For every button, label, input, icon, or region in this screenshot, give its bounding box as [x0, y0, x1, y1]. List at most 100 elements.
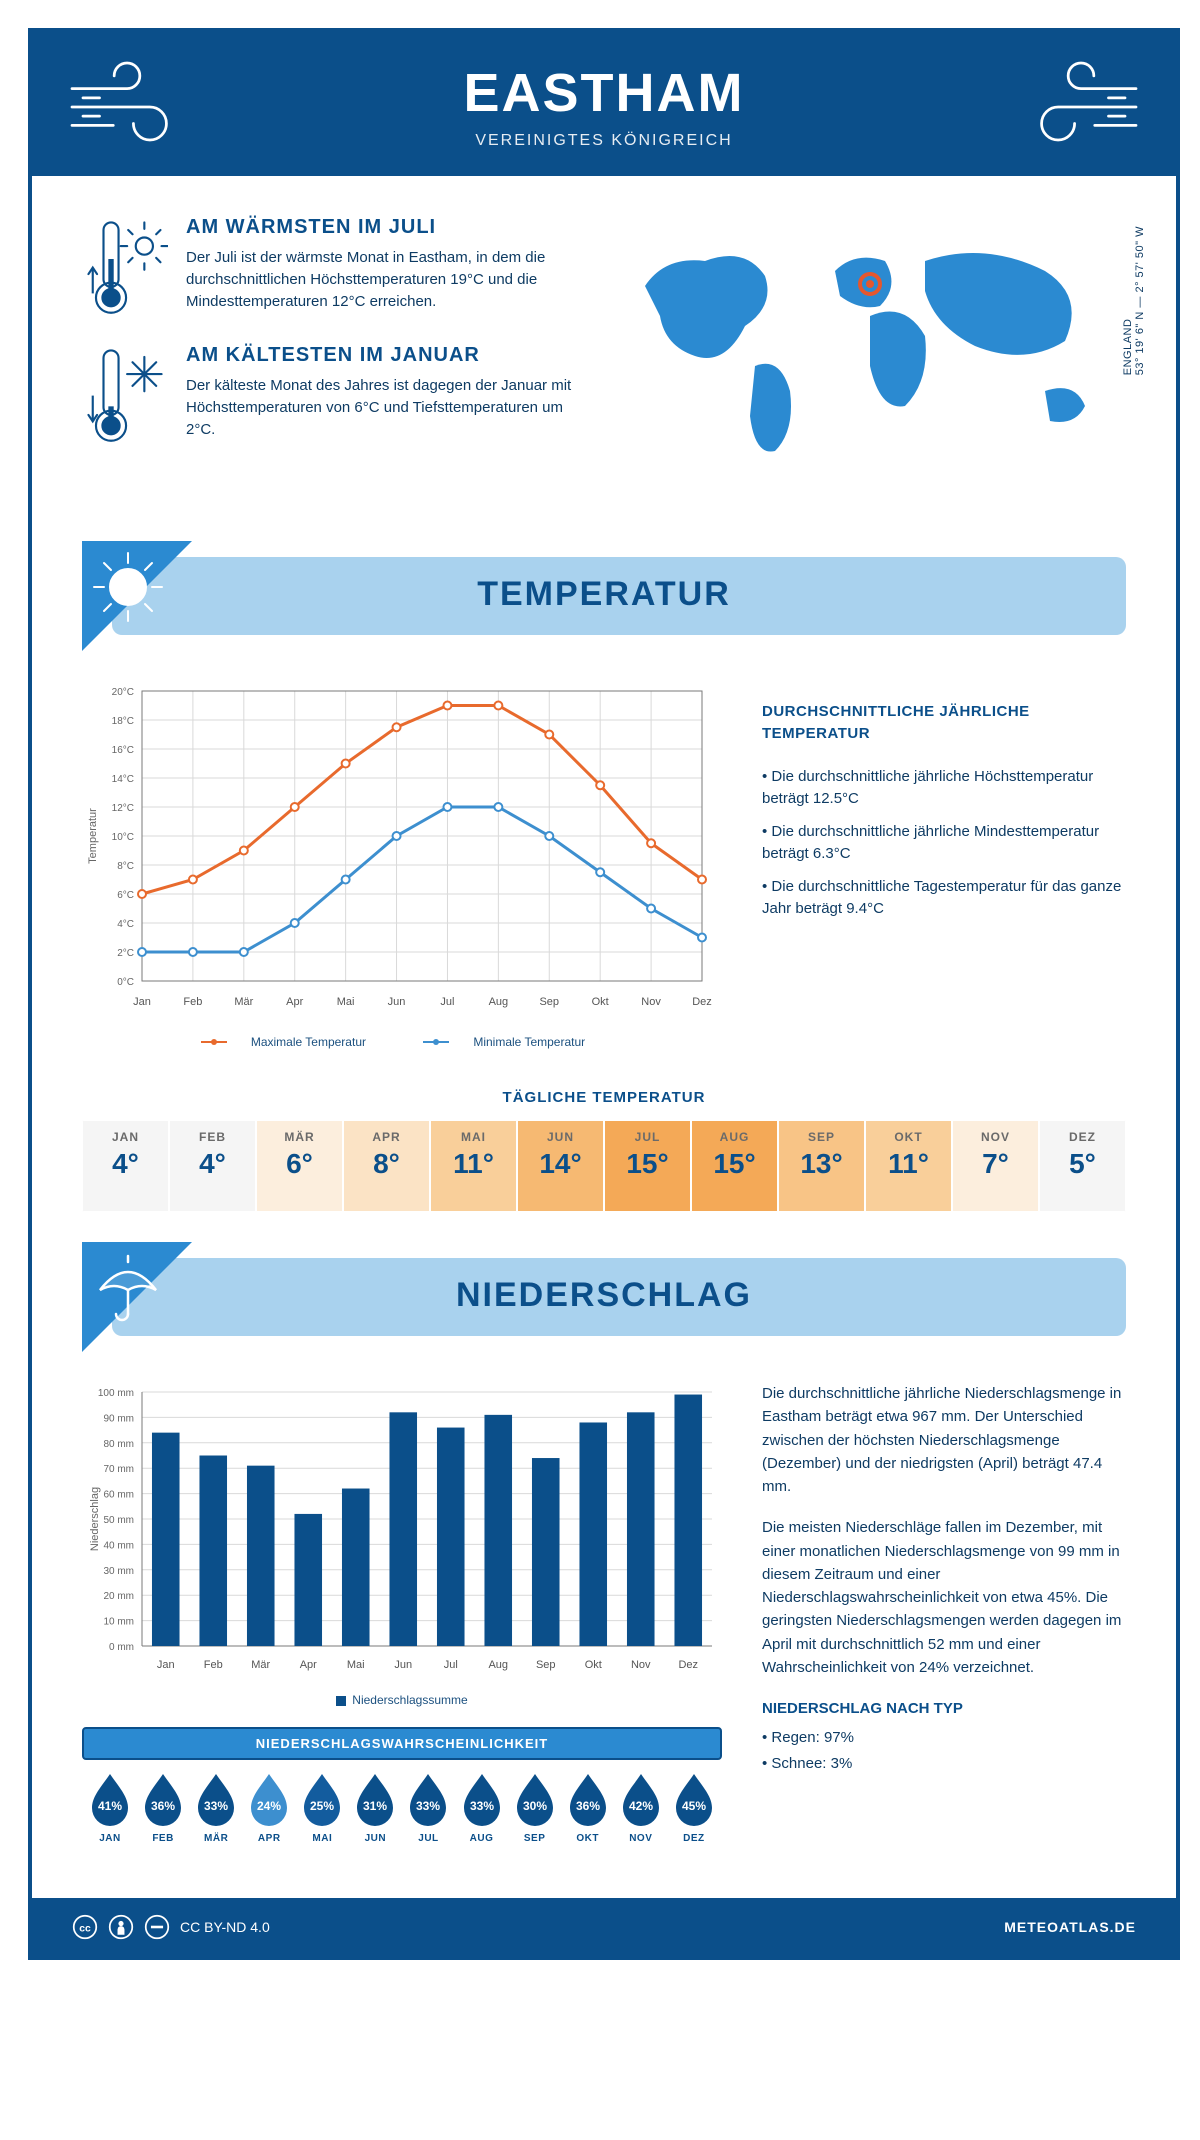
svg-text:41%: 41% — [98, 1799, 122, 1813]
svg-text:10°C: 10°C — [112, 832, 134, 843]
svg-text:16°C: 16°C — [112, 745, 134, 756]
intro-section: AM WÄRMSTEN IM JULI Der Juli ist der wär… — [32, 176, 1176, 511]
svg-text:33%: 33% — [416, 1799, 440, 1813]
svg-text:Feb: Feb — [204, 1659, 223, 1671]
svg-text:Apr: Apr — [300, 1659, 317, 1671]
temperature-info: DURCHSCHNITTLICHE JÄHRLICHE TEMPERATUR •… — [762, 681, 1126, 1049]
probability-drop: 30% SEP — [511, 1772, 559, 1844]
daily-cell: SEP13° — [778, 1120, 865, 1212]
svg-text:0 mm: 0 mm — [109, 1642, 134, 1653]
svg-text:80 mm: 80 mm — [103, 1439, 134, 1450]
svg-text:20 mm: 20 mm — [103, 1591, 134, 1602]
brand-label: METEOATLAS.DE — [1004, 1919, 1136, 1935]
footer: cc CC BY-ND 4.0 METEOATLAS.DE — [32, 1898, 1176, 1956]
svg-text:Dez: Dez — [692, 996, 712, 1008]
svg-text:33%: 33% — [204, 1799, 228, 1813]
probability-drop: 42% NOV — [617, 1772, 665, 1844]
warmest-title: AM WÄRMSTEN IM JULI — [186, 216, 584, 239]
daily-cell: APR8° — [343, 1120, 430, 1212]
daily-cell: NOV7° — [952, 1120, 1039, 1212]
probability-drop: 33% AUG — [458, 1772, 506, 1844]
svg-text:Aug: Aug — [489, 996, 509, 1008]
precipitation-info: Die durchschnittliche jährliche Niedersc… — [762, 1382, 1126, 1856]
world-map — [624, 216, 1126, 476]
daily-cell: MÄR6° — [256, 1120, 343, 1212]
infographic-frame: EASTHAM VEREINIGTES KÖNIGREICH — [28, 28, 1180, 1960]
daily-temp-title: TÄGLICHE TEMPERATUR — [32, 1089, 1176, 1106]
svg-text:cc: cc — [79, 1923, 91, 1934]
probability-drop: 33% JUL — [404, 1772, 452, 1844]
svg-text:Sep: Sep — [539, 996, 559, 1008]
svg-text:Jan: Jan — [133, 996, 151, 1008]
svg-text:8°C: 8°C — [117, 861, 134, 872]
probability-drops: 41% JAN 36% FEB 33% MÄR 24% APR — [82, 1760, 722, 1856]
temperature-legend: Maximale Temperatur Minimale Temperatur — [82, 1032, 722, 1049]
svg-text:33%: 33% — [470, 1799, 494, 1813]
precipitation-banner: NIEDERSCHLAG — [82, 1242, 1126, 1352]
coldest-text: Der kälteste Monat des Jahres ist dagege… — [186, 375, 584, 440]
svg-text:31%: 31% — [363, 1799, 387, 1813]
svg-text:60 mm: 60 mm — [103, 1490, 134, 1501]
probability-title: NIEDERSCHLAGSWAHRSCHEINLICHKEIT — [82, 1727, 722, 1760]
svg-text:Temperatur: Temperatur — [87, 808, 99, 864]
svg-text:14°C: 14°C — [112, 774, 134, 785]
daily-cell: JAN4° — [82, 1120, 169, 1212]
probability-drop: 33% MÄR — [192, 1772, 240, 1844]
svg-text:Jul: Jul — [444, 1659, 458, 1671]
daily-cell: JUN14° — [517, 1120, 604, 1212]
probability-drop: 36% FEB — [139, 1772, 187, 1844]
svg-text:20°C: 20°C — [112, 687, 134, 698]
daily-cell: MAI11° — [430, 1120, 517, 1212]
probability-drop: 36% OKT — [564, 1772, 612, 1844]
svg-text:90 mm: 90 mm — [103, 1413, 134, 1424]
thermometer-cold-icon — [82, 344, 168, 444]
svg-text:10 mm: 10 mm — [103, 1617, 134, 1628]
svg-text:Nov: Nov — [641, 996, 661, 1008]
svg-text:Jun: Jun — [388, 996, 406, 1008]
svg-text:42%: 42% — [629, 1799, 653, 1813]
precipitation-chart: 0 mm10 mm20 mm30 mm40 mm50 mm60 mm70 mm8… — [82, 1382, 722, 1856]
svg-text:Okt: Okt — [592, 996, 609, 1008]
svg-text:Jan: Jan — [157, 1659, 175, 1671]
temperature-chart: 0°C2°C4°C6°C8°C10°C12°C14°C16°C18°C20°CJ… — [82, 681, 722, 1049]
warmest-text: Der Juli ist der wärmste Monat in Eastha… — [186, 247, 584, 312]
thermometer-hot-icon — [82, 216, 168, 316]
svg-text:2°C: 2°C — [117, 948, 134, 959]
probability-drop: 25% MAI — [298, 1772, 346, 1844]
svg-text:Mai: Mai — [347, 1659, 365, 1671]
precipitation-legend: Niederschlagssumme — [82, 1693, 722, 1707]
svg-text:4°C: 4°C — [117, 919, 134, 930]
svg-text:30%: 30% — [523, 1799, 547, 1813]
svg-text:Mär: Mär — [251, 1659, 270, 1671]
temperature-title: TEMPERATUR — [82, 575, 1126, 614]
country-subtitle: VEREINIGTES KÖNIGREICH — [52, 132, 1156, 150]
daily-cell: DEZ5° — [1039, 1120, 1126, 1212]
header: EASTHAM VEREINIGTES KÖNIGREICH — [32, 32, 1176, 176]
coldest-block: AM KÄLTESTEN IM JANUAR Der kälteste Mona… — [82, 344, 584, 444]
svg-text:36%: 36% — [576, 1799, 600, 1813]
probability-drop: 45% DEZ — [670, 1772, 718, 1844]
svg-text:Apr: Apr — [286, 996, 303, 1008]
svg-text:25%: 25% — [310, 1799, 334, 1813]
daily-cell: OKT11° — [865, 1120, 952, 1212]
warmest-block: AM WÄRMSTEN IM JULI Der Juli ist der wär… — [82, 216, 584, 316]
daily-temp-table: JAN4° FEB4° MÄR6° APR8° MAI11° JUN14° JU… — [82, 1120, 1126, 1212]
svg-text:36%: 36% — [151, 1799, 175, 1813]
coordinates: ENGLAND 53° 19' 6" N — 2° 57' 50" W — [1122, 226, 1146, 375]
daily-cell: JUL15° — [604, 1120, 691, 1212]
svg-text:Dez: Dez — [678, 1659, 698, 1671]
svg-text:30 mm: 30 mm — [103, 1566, 134, 1577]
svg-text:0°C: 0°C — [117, 977, 134, 988]
svg-text:18°C: 18°C — [112, 716, 134, 727]
city-title: EASTHAM — [52, 62, 1156, 124]
svg-text:24%: 24% — [257, 1799, 281, 1813]
svg-text:Niederschlag: Niederschlag — [89, 1487, 101, 1551]
daily-cell: FEB4° — [169, 1120, 256, 1212]
svg-text:40 mm: 40 mm — [103, 1540, 134, 1551]
coldest-title: AM KÄLTESTEN IM JANUAR — [186, 344, 584, 367]
svg-text:12°C: 12°C — [112, 803, 134, 814]
svg-text:Mär: Mär — [234, 996, 253, 1008]
temperature-banner: TEMPERATUR — [82, 541, 1126, 651]
svg-text:Nov: Nov — [631, 1659, 651, 1671]
svg-text:Aug: Aug — [488, 1659, 508, 1671]
